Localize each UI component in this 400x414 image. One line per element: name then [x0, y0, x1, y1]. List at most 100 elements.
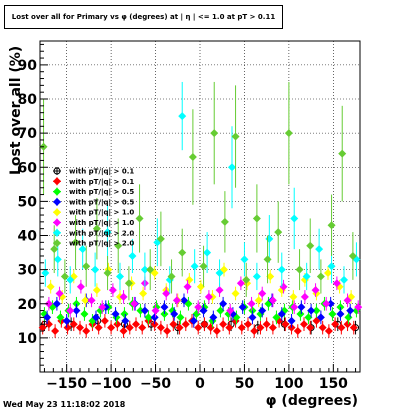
data-point — [200, 320, 209, 329]
data-point — [204, 292, 213, 301]
data-point — [82, 262, 91, 271]
data-point — [172, 296, 181, 305]
data-point — [121, 316, 130, 325]
data-point — [318, 323, 327, 332]
legend-marker — [53, 187, 61, 196]
data-point — [316, 313, 325, 322]
data-point — [244, 320, 252, 329]
grid-lines — [40, 41, 360, 372]
y-tick-label: 60 — [18, 160, 38, 176]
data-point — [300, 292, 309, 301]
data-point — [144, 313, 153, 322]
y-tick-label: 10 — [18, 331, 38, 347]
y-tick-label: 80 — [18, 92, 38, 108]
data-point — [103, 269, 112, 278]
data-point — [41, 269, 50, 278]
data-point — [272, 313, 281, 322]
legend-marker — [53, 208, 61, 217]
data-point — [242, 275, 251, 284]
data-point — [38, 323, 47, 332]
data-point — [306, 241, 315, 250]
data-point — [82, 327, 91, 336]
data-point — [183, 282, 192, 291]
data-point — [119, 292, 128, 301]
data-point — [337, 323, 346, 332]
data-point — [237, 323, 246, 332]
data-point — [254, 296, 263, 305]
data-point — [296, 309, 305, 318]
data-point — [113, 320, 122, 329]
axes: −150 −100 −50 0 50 100 150 10 20 30 40 50 60 70 80 90 — [18, 43, 357, 392]
data-point — [120, 309, 129, 318]
data-point — [228, 163, 236, 172]
data-point — [256, 323, 265, 332]
data-point — [108, 286, 117, 295]
data-point — [81, 296, 90, 305]
legend-marker — [53, 239, 61, 248]
data-point — [236, 279, 245, 288]
data-point — [349, 323, 358, 332]
data-point — [92, 286, 101, 295]
x-tick-label: −100 — [91, 376, 132, 392]
data-point — [290, 214, 299, 223]
data-point — [262, 320, 271, 329]
data-point — [78, 245, 87, 254]
data-point — [277, 309, 286, 318]
data-point — [328, 309, 337, 318]
legend-entry: with pT/|q| > 1.0 — [69, 209, 134, 218]
data-point — [240, 255, 249, 264]
data-point — [203, 248, 212, 257]
data-point — [98, 303, 107, 312]
data-point — [311, 286, 320, 295]
data-point — [43, 313, 52, 322]
data-point — [199, 306, 208, 315]
data-point — [92, 313, 100, 322]
data-point — [274, 228, 283, 237]
data-point — [53, 255, 62, 264]
data-point — [268, 296, 277, 305]
data-point — [178, 248, 187, 257]
legend-entry: with pT/|q| > 0.1 — [69, 168, 134, 177]
data-point — [135, 214, 144, 223]
legend-entry: with pT/|q| > 1.0 — [69, 219, 134, 228]
data-point — [219, 320, 228, 329]
legend-marker — [53, 218, 61, 227]
data-point — [150, 313, 159, 322]
x-tick-label: 50 — [235, 376, 255, 392]
legend-marker — [53, 177, 61, 186]
data-point — [247, 299, 256, 308]
data-point — [100, 316, 109, 325]
legend-entry: with pT/|q| > 0.5 — [69, 188, 134, 197]
data-point — [343, 296, 352, 305]
data-point — [181, 320, 190, 329]
y-tick-label: 70 — [18, 126, 38, 142]
data-point — [136, 306, 145, 315]
data-point — [290, 303, 299, 312]
timestamp: Wed May 23 11:18:02 2018 — [3, 400, 126, 409]
data-point — [336, 309, 345, 318]
data-point — [194, 303, 203, 312]
data-point — [151, 306, 160, 315]
legend-entry: with pT/|q| > 0.5 — [69, 198, 134, 207]
data-point — [114, 241, 123, 250]
data-point — [322, 299, 331, 308]
data-point — [103, 228, 112, 237]
data-point — [215, 286, 224, 295]
data-point — [180, 296, 188, 305]
data-point — [297, 303, 306, 312]
data-point — [140, 306, 149, 315]
data-point — [346, 306, 355, 315]
data-point — [190, 262, 199, 271]
data-point — [199, 262, 208, 271]
data-point — [62, 316, 71, 325]
legend-entry: with pT/|q| > 2.0 — [69, 229, 134, 238]
data-point — [324, 327, 333, 336]
y-tick-label: 30 — [18, 263, 38, 279]
data-point — [293, 327, 302, 336]
x-tick-label: 0 — [195, 376, 205, 392]
data-point — [44, 299, 53, 308]
data-point — [146, 265, 155, 274]
data-point — [55, 289, 64, 298]
data-point — [71, 238, 80, 247]
data-point — [268, 323, 277, 332]
